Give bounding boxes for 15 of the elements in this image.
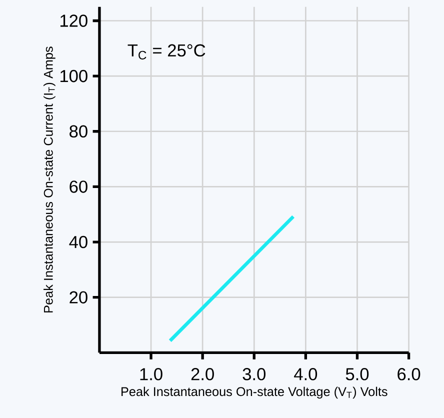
y-tick-label: 20 (70, 291, 88, 304)
x-tick-label: 1.0 (140, 368, 162, 380)
x-tick-label: 6.0 (398, 368, 420, 380)
y-axis-title: Peak Instantaneous On-state Current (I$_{T}$) Amps (44, 46, 56, 312)
x-axis-title: Peak Instantaneous On-state Voltage (V$_{T}$) Volts (122, 386, 388, 399)
y-tick-label: 40 (69, 236, 88, 248)
y-tick-label: 100 (60, 70, 88, 82)
x-tick-label: 5.0 (346, 368, 369, 380)
x-tick-label: 4.0 (294, 368, 318, 380)
y-tick-label: 80 (70, 125, 88, 138)
y-tick-label: 60 (70, 180, 88, 193)
annotation: T$_{C}$ = 25°C (128, 44, 206, 60)
x-tick-label: 3.0 (242, 368, 266, 380)
x-tick-label: 2.0 (191, 368, 214, 380)
y-tick-label: 120 (60, 14, 88, 27)
